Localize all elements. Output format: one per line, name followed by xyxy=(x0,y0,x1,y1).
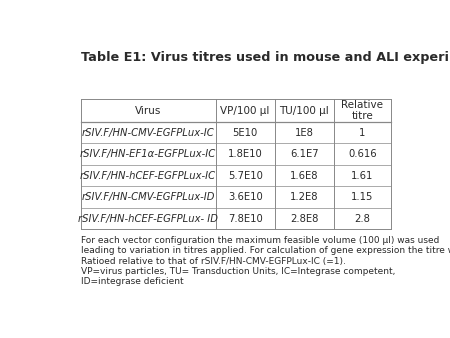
Text: rSIV.F/HN-CMV-EGFPLux-IC: rSIV.F/HN-CMV-EGFPLux-IC xyxy=(82,128,215,138)
Text: 3.6E10: 3.6E10 xyxy=(228,192,262,202)
Text: 7.8E10: 7.8E10 xyxy=(228,214,262,223)
Text: 5.7E10: 5.7E10 xyxy=(228,171,263,180)
Text: 1E8: 1E8 xyxy=(295,128,314,138)
Text: Relative
titre: Relative titre xyxy=(342,100,383,121)
Text: 1.15: 1.15 xyxy=(351,192,374,202)
Text: 5E10: 5E10 xyxy=(233,128,258,138)
Text: For each vector configuration the maximum feasible volume (100 µl) was used
lead: For each vector configuration the maximu… xyxy=(81,236,450,286)
Text: 1.61: 1.61 xyxy=(351,171,374,180)
Text: 0.616: 0.616 xyxy=(348,149,377,159)
Text: 2.8: 2.8 xyxy=(355,214,370,223)
Text: VP/100 µl: VP/100 µl xyxy=(220,105,270,116)
Text: rSIV.F/HN-hCEF-EGFPLux- ID: rSIV.F/HN-hCEF-EGFPLux- ID xyxy=(78,214,218,223)
Text: rSIV.F/HN-hCEF-EGFPLux-IC: rSIV.F/HN-hCEF-EGFPLux-IC xyxy=(80,171,216,180)
Text: rSIV.F/HN-CMV-EGFPLux-ID: rSIV.F/HN-CMV-EGFPLux-ID xyxy=(81,192,215,202)
Text: TU/100 µl: TU/100 µl xyxy=(279,105,329,116)
Text: 2.8E8: 2.8E8 xyxy=(290,214,318,223)
Text: Table E1: Virus titres used in mouse and ALI experiments: Table E1: Virus titres used in mouse and… xyxy=(81,51,450,64)
Text: 1.2E8: 1.2E8 xyxy=(290,192,319,202)
Text: rSIV.F/HN-EF1α-EGFPLux-IC: rSIV.F/HN-EF1α-EGFPLux-IC xyxy=(80,149,216,159)
Text: 1: 1 xyxy=(359,128,365,138)
Text: 1.6E8: 1.6E8 xyxy=(290,171,319,180)
Text: 1.8E10: 1.8E10 xyxy=(228,149,262,159)
Text: 6.1E7: 6.1E7 xyxy=(290,149,319,159)
Text: Virus: Virus xyxy=(135,105,162,116)
